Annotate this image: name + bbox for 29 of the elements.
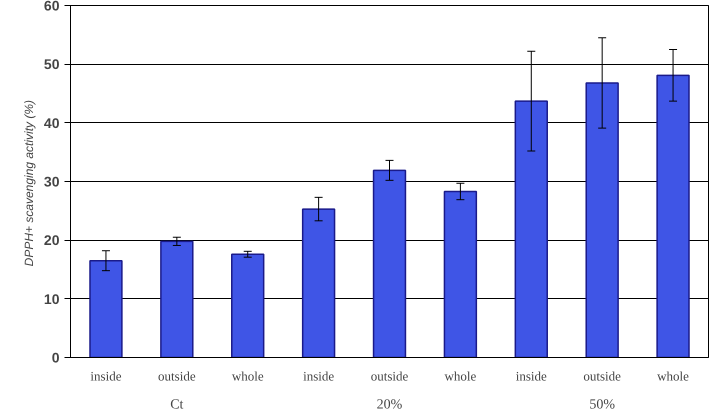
y-tick-label: 10 <box>44 290 60 307</box>
bar <box>656 74 690 358</box>
x-tick-label: inside <box>516 368 548 384</box>
y-tick-label: 60 <box>44 0 60 14</box>
y-tick-label: 30 <box>44 174 60 190</box>
bar <box>372 170 406 358</box>
bar <box>160 240 194 358</box>
x-tick-label: outside <box>583 368 622 384</box>
x-tick-label: inside <box>303 368 334 384</box>
x-tick-label: whole <box>657 368 690 384</box>
bar <box>444 190 478 358</box>
bar <box>585 82 619 358</box>
x-tick-label: whole <box>444 368 477 384</box>
y-tick-label: 50 <box>44 56 60 72</box>
y-axis-title: DPPH+ scavenging activity (%) <box>22 100 36 266</box>
y-tick-label: 40 <box>44 114 60 131</box>
text: 50% <box>589 398 616 412</box>
y-tick-label: 20 <box>44 232 60 248</box>
bar <box>231 253 264 358</box>
bar <box>89 260 123 358</box>
text: Ct <box>170 398 184 412</box>
bar <box>514 100 548 358</box>
x-tick-label: inside <box>90 368 122 384</box>
x-tick-label: whole <box>232 368 264 384</box>
x-tick-label: outside <box>158 368 196 384</box>
bar <box>302 208 336 358</box>
text: 20% <box>376 398 403 412</box>
y-tick-label: 0 <box>52 350 60 366</box>
x-tick-label: outside <box>370 368 409 384</box>
